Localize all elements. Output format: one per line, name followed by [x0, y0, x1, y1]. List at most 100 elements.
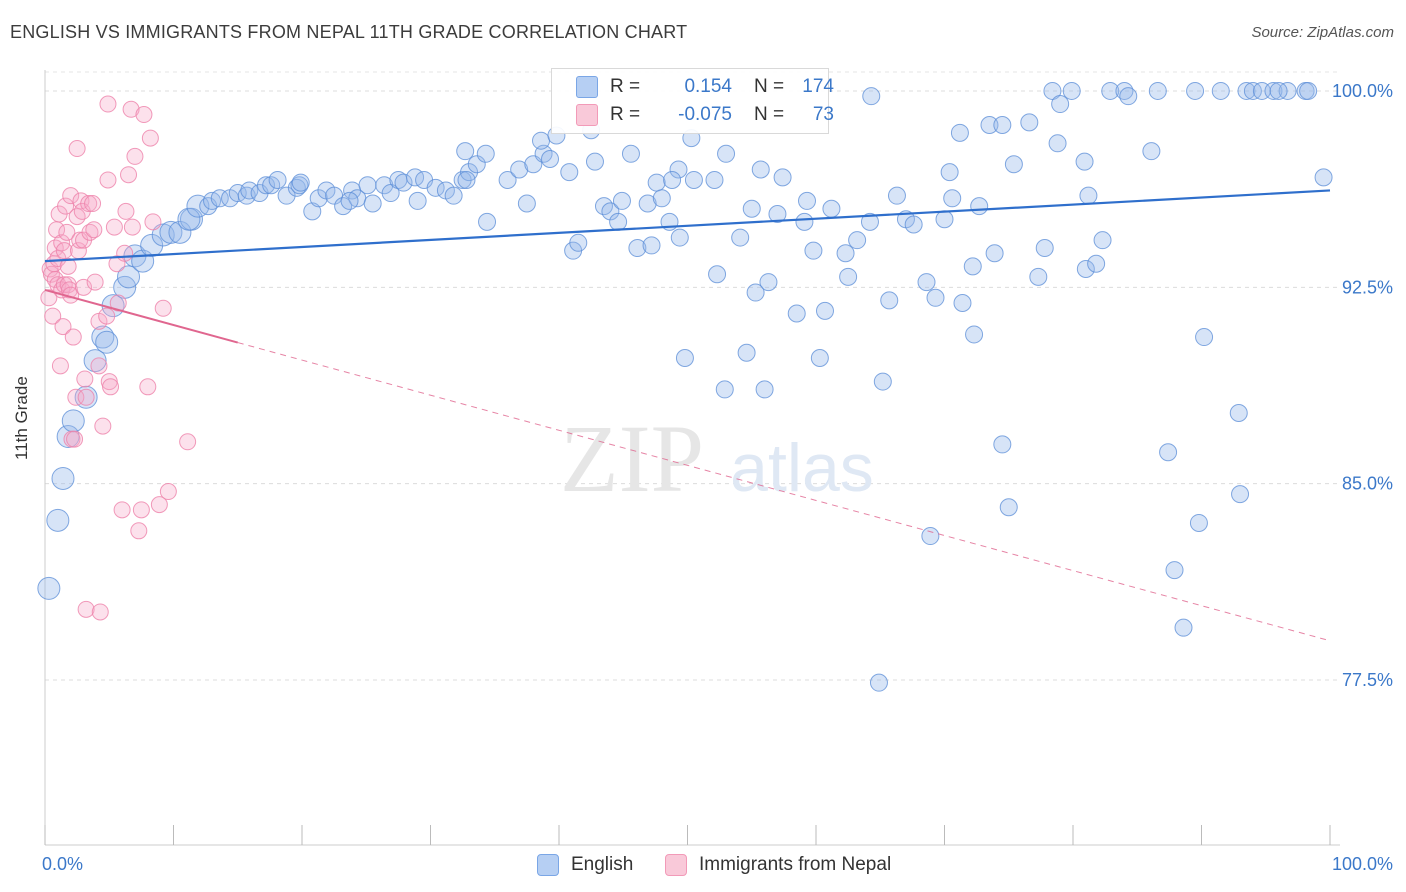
english-point [669, 160, 688, 179]
nepal-point [76, 370, 94, 388]
english-point [1142, 142, 1161, 161]
english-point [836, 244, 855, 263]
nepal-point [64, 328, 82, 346]
english-point [159, 220, 183, 244]
english-point [1119, 87, 1138, 106]
english-point [1189, 513, 1208, 532]
nepal-point [54, 318, 72, 336]
english-point [601, 202, 620, 221]
english-point [358, 176, 377, 195]
english-point [935, 210, 954, 229]
english-point [37, 576, 61, 600]
english-point [1237, 81, 1256, 100]
english-point [1020, 113, 1039, 132]
english-point [965, 325, 984, 344]
english-point [1159, 443, 1178, 462]
legend-r-value-english: 0.154 [684, 76, 732, 97]
trend-lines [44, 189, 1331, 642]
nepal-point [150, 496, 168, 514]
english-point [1079, 186, 1098, 205]
english-point [642, 236, 661, 255]
english-point [715, 380, 734, 399]
stats-legend: R = 0.154 N = 174 R = -0.075 N = 73 [551, 68, 834, 134]
english-point [168, 220, 192, 244]
english-point [394, 173, 413, 192]
english-point [1087, 254, 1106, 273]
nepal-point [99, 171, 117, 189]
english-point [742, 199, 761, 218]
english-point [621, 144, 640, 163]
english-point [1048, 134, 1067, 153]
nepal-point [109, 294, 127, 312]
english-point [926, 288, 945, 307]
english-point [880, 291, 899, 310]
english-point [1004, 155, 1023, 174]
english-point [1314, 168, 1333, 187]
english-point [309, 189, 328, 208]
english-point [773, 168, 792, 187]
english-point [737, 343, 756, 362]
english-points [37, 81, 1333, 692]
nepal-point [100, 373, 118, 391]
english-point [815, 301, 834, 320]
english-point [408, 191, 427, 210]
nepal-point [126, 147, 144, 165]
english-swatch [576, 76, 598, 98]
nepal-point [77, 600, 95, 618]
english-point [510, 160, 529, 179]
nepal-point [94, 417, 112, 435]
english-point [117, 265, 141, 289]
english-point [746, 283, 765, 302]
legend-n-value-nepal: 73 [812, 104, 834, 125]
english-point [670, 228, 689, 247]
english-point [83, 349, 107, 373]
nepal-point [77, 388, 95, 406]
nepal-points [40, 95, 197, 621]
english-point [291, 173, 310, 192]
english-point [993, 115, 1012, 134]
english-point [999, 498, 1018, 517]
english-point [638, 194, 657, 213]
nepal-point [144, 213, 162, 231]
english-point [560, 163, 579, 182]
english-point [498, 170, 517, 189]
nepal-point [139, 378, 157, 396]
nepal-point [116, 244, 134, 262]
nepal-point [55, 276, 73, 294]
legend-n-value-english: 174 [802, 76, 834, 97]
english-point [787, 304, 806, 323]
english-point [95, 330, 119, 354]
english-point [1076, 259, 1095, 278]
nepal-point [80, 195, 98, 213]
english-point [532, 131, 551, 150]
legend-r-value-nepal: -0.075 [678, 104, 732, 125]
english-point [363, 194, 382, 213]
english-point [444, 186, 463, 205]
english-point [609, 212, 628, 231]
english-point [822, 199, 841, 218]
english-point [51, 466, 75, 490]
english-point [751, 160, 770, 179]
y-tick-label: 85.0% [1342, 474, 1393, 494]
english-point [61, 409, 85, 433]
nepal-point [44, 307, 62, 325]
legend-row-english: R = 0.154 N = 174 [576, 72, 834, 102]
english-point [798, 191, 817, 210]
series-legend-english: English [537, 852, 633, 878]
nepal-point [40, 289, 58, 307]
english-point [684, 170, 703, 189]
english-point [1299, 81, 1318, 100]
y-tick-label: 77.5% [1342, 670, 1393, 690]
nepal-point [66, 430, 84, 448]
english-point [943, 189, 962, 208]
nepal-point [90, 357, 108, 375]
english-point [848, 231, 867, 250]
y-tick-label: 92.5% [1342, 277, 1393, 297]
nepal-point [68, 208, 86, 226]
nepal-point [122, 100, 140, 118]
english-point [647, 173, 666, 192]
watermark: ZIP atlas [560, 405, 874, 512]
nepal-point [58, 223, 76, 241]
nepal-point [130, 522, 148, 540]
